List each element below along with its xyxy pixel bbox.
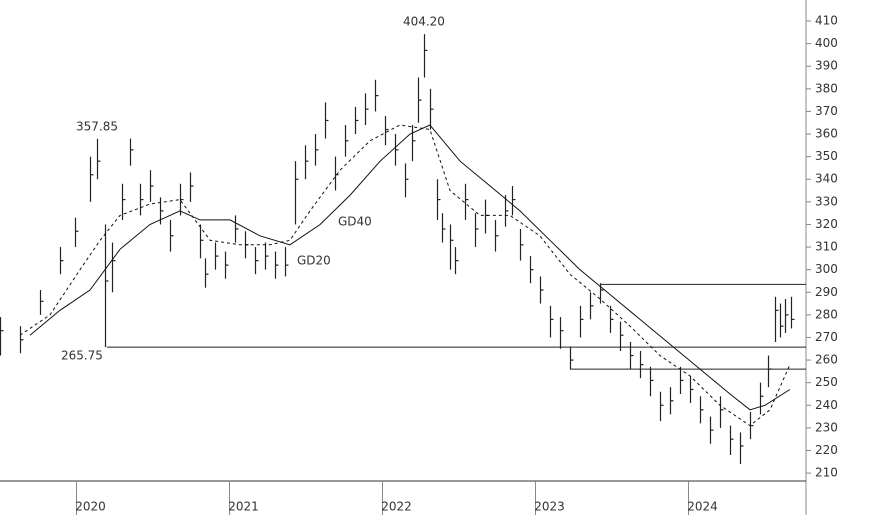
annotation: 265.75 [61, 349, 103, 363]
y-tick-label: 370 [815, 104, 838, 118]
y-tick-label: 220 [815, 443, 838, 457]
y-tick-label: 280 [815, 307, 838, 321]
y-tick-label: 410 [815, 14, 838, 28]
series-label: GD40 [338, 215, 372, 229]
y-tick-label: 380 [815, 81, 838, 95]
y-tick-label: 330 [815, 194, 838, 208]
y-tick-label: 390 [815, 59, 838, 73]
y-tick-label: 400 [815, 36, 838, 50]
y-tick-label: 320 [815, 217, 838, 231]
y-tick-label: 340 [815, 172, 838, 186]
x-tick-label: 2021 [228, 500, 259, 514]
x-tick-label: 2024 [687, 500, 718, 514]
moving-average [19, 124, 791, 427]
y-tick-label: 270 [815, 330, 838, 344]
y-tick-label: 290 [815, 285, 838, 299]
y-tick-label: 240 [815, 398, 838, 412]
y-tick-label: 260 [815, 353, 838, 367]
y-tick-label: 300 [815, 262, 838, 276]
annotation: 357.85 [76, 119, 118, 133]
x-tick-label: 2022 [381, 500, 412, 514]
y-tick-label: 350 [815, 149, 838, 163]
y-tick-label: 310 [815, 240, 838, 254]
y-tick-label: 210 [815, 466, 838, 480]
y-tick-label: 230 [815, 420, 838, 434]
series-label: GD20 [297, 254, 331, 268]
x-tick-label: 2023 [534, 500, 565, 514]
y-tick-label: 360 [815, 127, 838, 141]
x-tick-label: 2020 [75, 500, 106, 514]
y-tick-label: 250 [815, 375, 838, 389]
moving-average [29, 124, 791, 411]
annotation: 404.20 [403, 15, 445, 29]
